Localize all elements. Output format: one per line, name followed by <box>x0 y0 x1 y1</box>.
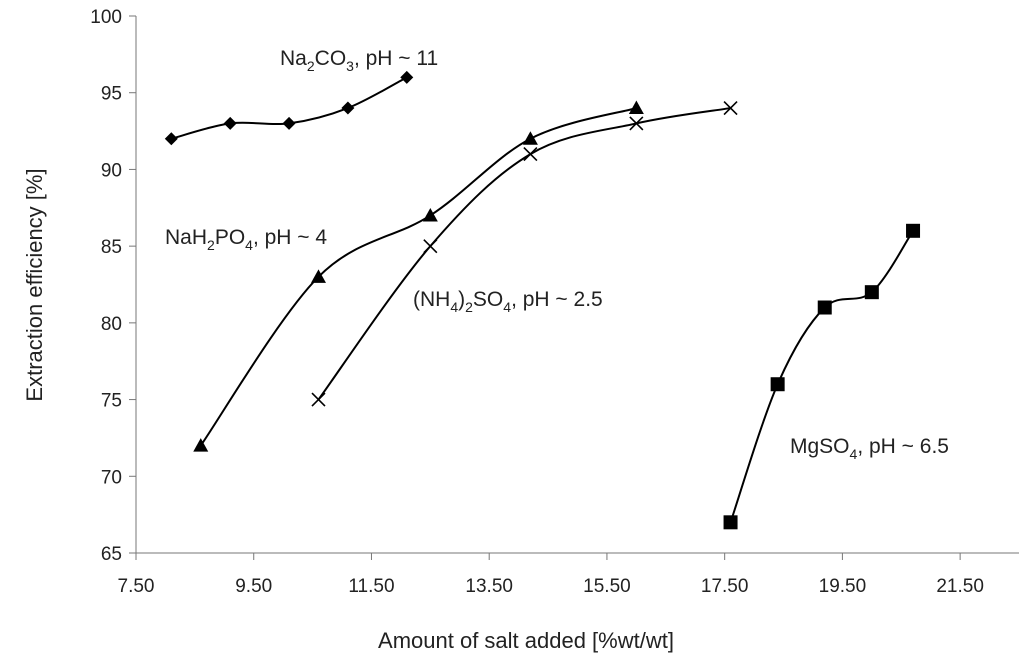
data-point-triangle <box>422 207 438 222</box>
subscript: 2 <box>207 237 215 253</box>
series-3 <box>723 223 921 530</box>
y-tick-label: 85 <box>101 237 122 258</box>
y-tick-label: 65 <box>101 544 122 565</box>
series-1 <box>193 100 644 452</box>
data-point-diamond <box>223 116 237 130</box>
data-point-triangle <box>193 438 209 452</box>
data-point-square <box>723 515 738 530</box>
series-label-3: MgSO4, pH ~ 6.5 <box>790 435 949 462</box>
subscript: 3 <box>346 58 354 74</box>
data-point-triangle <box>310 269 326 283</box>
data-point-square <box>770 377 785 392</box>
data-point-diamond <box>164 132 178 146</box>
data-point-triangle <box>628 100 644 115</box>
data-point-diamond <box>341 101 355 115</box>
subscript: 4 <box>245 237 253 253</box>
x-tick-label: 17.50 <box>701 576 749 597</box>
series-line <box>317 107 731 401</box>
label-text: (NH <box>413 288 450 311</box>
label-text: , pH ~ 2.5 <box>511 288 603 311</box>
x-tick-label: 7.50 <box>118 576 155 597</box>
x-tick-label: 11.50 <box>348 576 394 597</box>
x-tick-label: 15.50 <box>583 576 631 597</box>
label-text: NaH <box>165 226 207 249</box>
subscript: 2 <box>307 58 315 74</box>
y-tick-label: 90 <box>101 160 122 181</box>
series-layer <box>164 70 921 530</box>
data-point-cross <box>423 239 438 254</box>
data-point-square <box>864 285 879 300</box>
data-point-triangle <box>522 131 538 145</box>
data-point-cross <box>311 392 326 407</box>
label-text: SO <box>473 288 503 311</box>
label-text: , pH ~ 6.5 <box>857 435 949 458</box>
series-label-1: NaH2PO4, pH ~ 4 <box>165 226 327 253</box>
data-point-cross <box>629 116 644 131</box>
label-text: MgSO <box>790 435 850 458</box>
label-text: , pH ~ 4 <box>253 226 327 249</box>
y-tick-label: 95 <box>101 84 122 105</box>
data-point-cross <box>723 100 738 116</box>
series-label-2: (NH4)2SO4, pH ~ 2.5 <box>413 288 603 315</box>
x-tick-label: 21.50 <box>936 576 984 597</box>
y-tick-label: 80 <box>101 314 122 335</box>
data-point-diamond <box>282 116 296 130</box>
series-0 <box>164 70 414 146</box>
x-tick-label: 9.50 <box>235 576 272 597</box>
axes: 65 70 75 80 85 90 95 100 7.50 9.50 11.50 13.50 15.50… <box>90 7 1019 597</box>
x-axis-title: Amount of salt added [%wt/wt] <box>378 628 674 653</box>
label-text: CO <box>315 47 347 70</box>
x-tick-label: 19.50 <box>819 576 867 597</box>
series-line <box>199 107 637 447</box>
series-2 <box>311 100 738 407</box>
data-point-square <box>817 300 832 315</box>
label-text: , pH ~ 11 <box>354 47 438 70</box>
label-text: PO <box>215 226 245 249</box>
subscript: 2 <box>465 299 473 315</box>
label-text: ) <box>458 288 465 311</box>
subscript: 4 <box>503 299 511 315</box>
y-tick-label: 100 <box>90 7 122 28</box>
y-axis-title: Extraction efficiency [%] <box>22 168 47 401</box>
y-tick-label: 70 <box>101 467 122 488</box>
y-tick-label: 75 <box>101 391 122 412</box>
data-point-square <box>906 223 921 238</box>
series-line <box>729 230 914 523</box>
data-point-cross <box>523 147 538 162</box>
series-label-0: Na2CO3, pH ~ 11 <box>280 47 438 74</box>
subscript: 4 <box>850 446 858 462</box>
x-tick-label: 13.50 <box>465 576 513 597</box>
subscript: 4 <box>450 299 458 315</box>
label-text: Na <box>280 47 307 70</box>
data-point-diamond <box>400 70 414 84</box>
